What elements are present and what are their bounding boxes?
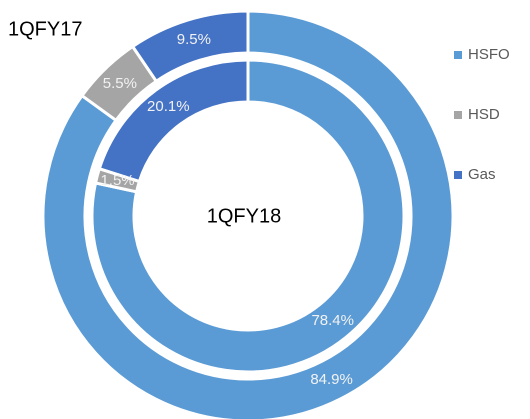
data-label: 5.5% [103,75,137,92]
legend-label: HSFO [468,46,510,63]
legend-swatch [454,111,462,119]
legend-label: HSD [468,106,500,123]
data-label: 78.4% [311,312,354,329]
data-label: 20.1% [147,98,190,115]
data-label: 84.9% [310,371,353,388]
slice [130,9,250,84]
data-label: 1.5% [100,172,134,189]
inner-series-name: 1QFY18 [207,205,281,227]
slice [90,58,406,374]
slice [97,58,250,184]
outer-series-name: 1QFY17 [8,18,82,40]
data-label: 9.5% [177,31,211,48]
slice [41,9,455,419]
legend-swatch [454,171,462,179]
legend-swatch [454,51,462,59]
legend-label: Gas [468,166,496,183]
